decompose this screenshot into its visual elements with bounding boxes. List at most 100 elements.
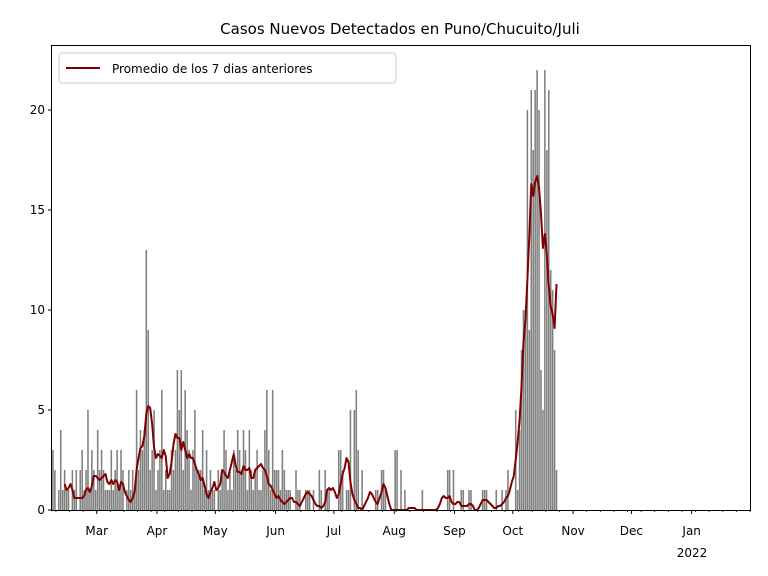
bar xyxy=(112,490,115,510)
x-tick-label: Apr xyxy=(147,524,168,538)
bar xyxy=(87,410,89,510)
bars-layer xyxy=(52,70,558,510)
y-tick-label: 20 xyxy=(30,103,45,117)
bar xyxy=(94,490,97,510)
bar xyxy=(141,450,144,510)
bar xyxy=(79,470,81,510)
bar xyxy=(102,470,105,510)
bar xyxy=(524,310,527,510)
bar xyxy=(159,450,161,510)
bar xyxy=(326,490,328,510)
bar xyxy=(299,490,301,510)
bar xyxy=(98,470,101,510)
bar xyxy=(349,410,352,510)
bar xyxy=(357,450,360,510)
bar xyxy=(470,490,472,510)
bar xyxy=(258,490,260,510)
legend-label: Promedio de los 7 dias anteriores xyxy=(112,62,313,76)
bar xyxy=(75,470,78,510)
bar xyxy=(507,470,509,510)
bar xyxy=(198,470,200,510)
bar xyxy=(116,450,118,510)
bar xyxy=(446,470,449,510)
bar xyxy=(355,390,358,510)
bar xyxy=(304,490,307,510)
bar xyxy=(234,470,237,510)
bar xyxy=(518,430,521,510)
bar xyxy=(275,470,278,510)
bar xyxy=(122,470,124,510)
bar xyxy=(211,490,214,510)
bar xyxy=(528,330,531,510)
bar xyxy=(203,490,206,510)
x-tick-label: Oct xyxy=(502,524,523,538)
bar xyxy=(271,390,274,510)
bar xyxy=(166,490,169,510)
bar xyxy=(178,410,181,510)
bar xyxy=(555,470,558,510)
bar xyxy=(495,490,498,510)
bar xyxy=(306,490,309,510)
bar xyxy=(534,90,536,510)
x-tick-label: Sep xyxy=(443,524,466,538)
bar xyxy=(328,490,330,510)
bar xyxy=(135,390,138,510)
bar xyxy=(460,490,463,510)
bar xyxy=(59,430,62,510)
y-tick-label: 10 xyxy=(30,303,45,317)
bar xyxy=(448,470,451,510)
bar xyxy=(100,450,103,510)
bar xyxy=(147,330,150,510)
bar xyxy=(384,490,387,510)
bar xyxy=(289,490,291,510)
bar xyxy=(61,490,64,510)
bar xyxy=(262,470,264,510)
bar xyxy=(238,450,241,510)
bar xyxy=(308,490,311,510)
x-tick-label: Jan xyxy=(681,524,701,538)
bar xyxy=(400,470,402,510)
bar xyxy=(273,470,276,510)
bar xyxy=(120,450,122,510)
bar xyxy=(341,470,344,510)
bar xyxy=(421,490,424,510)
bar xyxy=(252,490,255,510)
bar xyxy=(163,490,165,510)
bar xyxy=(530,90,533,510)
bar xyxy=(295,470,297,510)
bar xyxy=(468,490,470,510)
bar xyxy=(172,470,175,510)
bar xyxy=(285,490,288,510)
bar xyxy=(353,410,356,510)
bar xyxy=(89,490,91,510)
legend: Promedio de los 7 dias anteriores xyxy=(58,52,397,84)
bar xyxy=(153,410,155,510)
x-tick-label: Jul xyxy=(326,524,341,538)
bar xyxy=(345,490,348,510)
bar xyxy=(532,150,534,510)
bar xyxy=(180,370,183,510)
bar xyxy=(522,310,525,510)
bar xyxy=(81,450,83,510)
bar xyxy=(536,70,538,510)
bar xyxy=(83,490,85,510)
bar xyxy=(186,430,188,510)
bar xyxy=(501,490,503,510)
x-axis: Mar Apr May Jun Jul Aug Sep Oct Nov Dec Jan xyxy=(55,510,751,538)
bar xyxy=(133,490,136,510)
bar xyxy=(161,390,163,510)
bar xyxy=(128,470,130,510)
bar xyxy=(256,450,258,510)
bar xyxy=(382,470,385,510)
bar xyxy=(151,450,153,510)
bar xyxy=(149,470,151,510)
y-tick-label: 5 xyxy=(37,403,45,417)
bar xyxy=(137,470,140,510)
series-line xyxy=(63,175,558,511)
y-axis: 0 5 10 15 20 xyxy=(30,103,52,517)
bar xyxy=(196,470,198,510)
x-tick-label: Jun xyxy=(265,524,285,538)
bar xyxy=(174,450,177,510)
bar xyxy=(551,290,554,510)
bar xyxy=(190,490,192,510)
